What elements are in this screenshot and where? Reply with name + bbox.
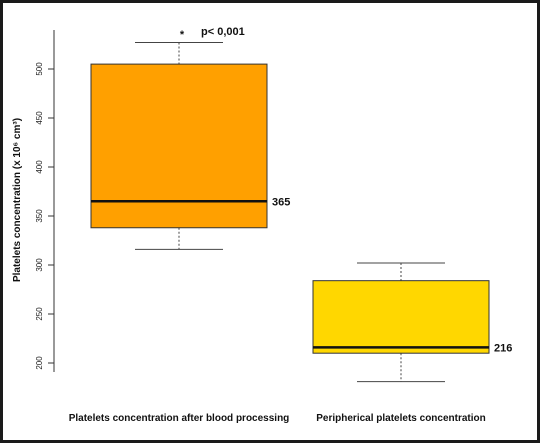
category-label: Peripherical platelets concentration	[316, 413, 486, 424]
y-tick-label: 400	[35, 160, 44, 174]
y-tick-label: 350	[35, 209, 44, 223]
plot-area: 200 250 300 350 400 450 500 365 216 Platelets c…	[12, 26, 512, 424]
y-tick-label: 500	[35, 62, 44, 76]
box-iqr	[90, 63, 268, 229]
y-tick-label: 300	[35, 258, 44, 272]
y-axis-ticks: 200 250 300 350 400 450 500	[35, 62, 54, 370]
median-value-label: 365	[272, 196, 290, 208]
significance-star: *	[180, 29, 185, 41]
y-tick-label: 450	[35, 111, 44, 125]
boxes: 365 216	[90, 42, 512, 383]
median-value-label: 216	[494, 342, 512, 354]
box-iqr	[312, 280, 490, 354]
category-label: Platelets concentration after blood proc…	[69, 413, 290, 424]
y-tick-label: 250	[35, 307, 44, 321]
y-tick-label: 200	[35, 356, 44, 370]
p-value-annotation: p< 0,001	[201, 26, 245, 38]
category-labels: Platelets concentration after blood proc…	[69, 413, 486, 424]
y-axis-label: Platelets concentration (x 10⁶ cm³)	[12, 118, 23, 282]
